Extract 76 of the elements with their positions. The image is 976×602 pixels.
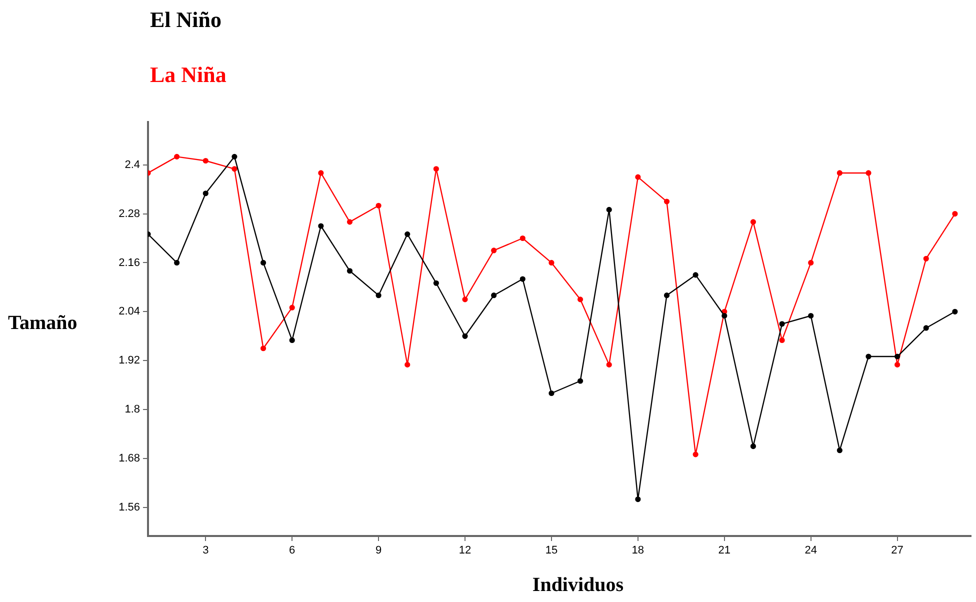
point bbox=[952, 210, 958, 217]
point bbox=[664, 198, 670, 204]
point bbox=[232, 154, 238, 160]
point bbox=[635, 174, 641, 180]
y-axis-title: Tamaño bbox=[8, 312, 78, 335]
y-tick-label: 2.16 bbox=[118, 256, 140, 269]
point bbox=[174, 260, 180, 266]
point bbox=[779, 321, 785, 327]
point bbox=[174, 154, 180, 160]
x-tick-label: 15 bbox=[545, 544, 558, 557]
y-tick-label: 1.8 bbox=[124, 404, 140, 416]
point bbox=[808, 260, 814, 266]
x-axis-title: Individuos bbox=[531, 574, 625, 597]
text: La Niña bbox=[150, 61, 226, 89]
point bbox=[260, 346, 266, 352]
point bbox=[750, 443, 756, 450]
point bbox=[433, 280, 439, 286]
point bbox=[692, 452, 698, 458]
point bbox=[318, 170, 324, 176]
x-tick-label: 18 bbox=[632, 544, 644, 557]
point bbox=[404, 362, 410, 368]
point bbox=[606, 362, 612, 368]
point bbox=[779, 337, 785, 344]
x-tick-label: 9 bbox=[375, 544, 382, 557]
y-tick-label: 1.68 bbox=[118, 452, 140, 465]
point bbox=[923, 325, 929, 331]
point bbox=[635, 496, 641, 502]
x-tick-label: 27 bbox=[891, 544, 904, 557]
point bbox=[376, 202, 382, 208]
point bbox=[808, 312, 814, 319]
x-tick-label: 3 bbox=[202, 544, 209, 557]
y-tick-label: 1.56 bbox=[118, 501, 140, 514]
point bbox=[750, 219, 756, 225]
point bbox=[866, 354, 872, 360]
point bbox=[289, 337, 295, 344]
x-tick-label: 24 bbox=[804, 544, 817, 557]
point bbox=[260, 260, 266, 266]
point bbox=[202, 158, 208, 164]
point bbox=[692, 272, 698, 278]
y-tick-label: 2.04 bbox=[118, 306, 140, 318]
point bbox=[894, 354, 900, 360]
point bbox=[577, 296, 584, 302]
point bbox=[404, 231, 410, 237]
y-tick-label: 1.92 bbox=[118, 354, 140, 367]
point bbox=[202, 190, 208, 196]
x-tick-label: 6 bbox=[289, 544, 296, 557]
point bbox=[376, 292, 382, 298]
text: El Niño bbox=[150, 6, 223, 34]
point bbox=[664, 292, 670, 298]
point bbox=[346, 268, 353, 274]
point bbox=[836, 170, 842, 176]
point bbox=[606, 206, 612, 212]
point bbox=[952, 308, 958, 314]
point bbox=[232, 166, 238, 172]
point bbox=[894, 362, 900, 368]
point bbox=[346, 219, 353, 225]
x-tick-label: 12 bbox=[458, 544, 472, 557]
x-tick-label: 21 bbox=[718, 544, 731, 557]
point bbox=[520, 235, 526, 242]
point bbox=[923, 256, 929, 262]
point bbox=[548, 260, 554, 266]
point bbox=[548, 390, 554, 396]
point bbox=[318, 223, 324, 229]
point bbox=[491, 248, 497, 254]
y-tick-label: 2.28 bbox=[118, 208, 140, 220]
point bbox=[462, 296, 468, 302]
point bbox=[289, 304, 295, 310]
point bbox=[433, 166, 439, 172]
point bbox=[491, 292, 497, 298]
y-tick-label: 2.4 bbox=[124, 158, 140, 171]
point bbox=[836, 448, 842, 454]
point bbox=[866, 170, 872, 176]
point bbox=[577, 378, 584, 384]
point bbox=[520, 276, 526, 282]
point bbox=[462, 333, 468, 339]
point bbox=[722, 312, 728, 319]
